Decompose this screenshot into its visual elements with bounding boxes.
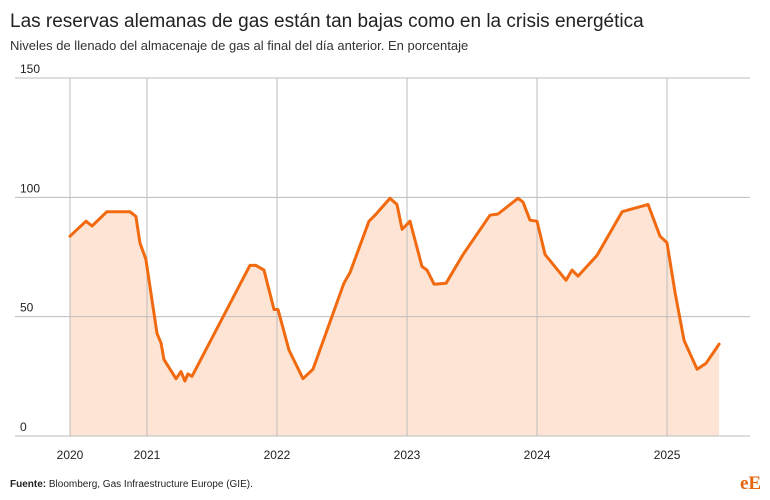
y-tick-label: 100 <box>20 181 40 195</box>
x-tick-label: 2024 <box>524 448 551 462</box>
chart-subtitle: Niveles de llenado del almacenaje de gas… <box>10 38 468 53</box>
x-tick-label: 2023 <box>394 448 421 462</box>
y-tick-label: 50 <box>20 301 34 315</box>
logo: eE <box>740 473 761 494</box>
line <box>68 196 721 383</box>
x-tick-label: 2020 <box>57 448 84 462</box>
source-label: Fuente: <box>10 479 46 490</box>
chart-title: Las reservas alemanas de gas están tan b… <box>10 11 644 32</box>
x-tick-label: 2021 <box>134 448 161 462</box>
source: Fuente: Bloomberg, Gas Infraestructure E… <box>10 479 253 490</box>
y-tick-label: 150 <box>20 62 40 76</box>
source-text: Bloomberg, Gas Infraestructure Europe (G… <box>49 479 253 490</box>
y-tick-label: 0 <box>20 420 27 434</box>
x-tick-label: 2025 <box>654 448 681 462</box>
x-tick-label: 2022 <box>264 448 291 462</box>
